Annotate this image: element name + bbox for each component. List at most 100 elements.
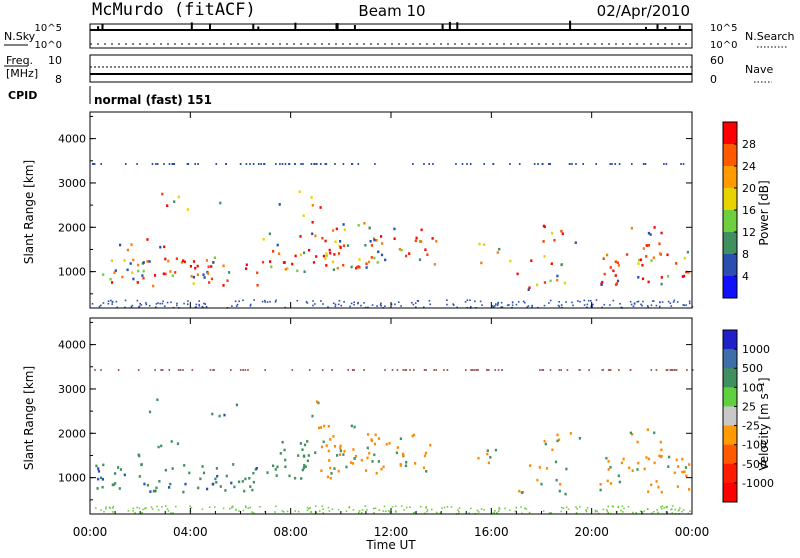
range-cell (313, 163, 315, 165)
range-cell (123, 259, 126, 262)
range-cell (618, 163, 621, 165)
range-cell (175, 505, 177, 508)
range-cell (337, 252, 341, 255)
range-cell (364, 505, 366, 507)
range-cell (231, 305, 233, 307)
range-cell (166, 301, 169, 304)
range-cell (689, 510, 691, 512)
range-cell (351, 462, 355, 465)
range-cell (544, 442, 547, 446)
range-cell (508, 304, 510, 306)
range-cell (138, 454, 141, 458)
range-cell (582, 163, 584, 165)
range-cell (183, 302, 185, 305)
range-cell (164, 272, 167, 276)
range-cell (575, 506, 577, 508)
range-cell (412, 512, 415, 514)
range-cell (516, 272, 519, 276)
range-cell (494, 510, 496, 512)
range-cell (423, 369, 426, 371)
range-cell (284, 268, 287, 271)
range-cell (203, 302, 205, 305)
range-cell (343, 450, 346, 453)
range-cell (303, 463, 306, 467)
nsearch-label: N.Search (745, 30, 795, 43)
range-cell (95, 464, 98, 468)
range-cell (511, 301, 514, 303)
range-cell (683, 304, 686, 307)
range-cell (677, 510, 680, 512)
colorbar-swatch (723, 188, 737, 211)
range-cell (612, 299, 615, 302)
range-cell (620, 461, 623, 465)
range-cell (435, 369, 437, 371)
range-cell (272, 464, 275, 468)
range-cell (198, 303, 200, 306)
range-cell (480, 261, 483, 265)
range-cell (357, 224, 360, 227)
range-cell (156, 398, 159, 401)
range-cell (286, 267, 289, 270)
range-cell (501, 369, 503, 371)
range-cell (558, 305, 561, 308)
range-cell (101, 485, 104, 489)
range-cell (635, 511, 637, 514)
range-cell (333, 445, 337, 448)
range-cell (446, 299, 448, 301)
range-cell (158, 480, 161, 483)
range-cell (275, 299, 277, 302)
range-cell (130, 306, 133, 308)
range-cell (486, 452, 489, 456)
y-tick-label: 2000 (58, 427, 86, 440)
range-cell (590, 300, 592, 302)
range-cell (607, 369, 610, 371)
range-cell (571, 301, 573, 304)
range-cell (381, 242, 384, 245)
range-cell (487, 369, 490, 371)
range-cell (414, 511, 416, 514)
range-cell (637, 300, 640, 303)
range-cell (686, 250, 689, 254)
date-title: 02/Apr/2010 (597, 2, 690, 20)
range-cell (641, 277, 645, 281)
range-cell (342, 244, 346, 247)
range-cell (315, 255, 318, 258)
range-cell (588, 369, 590, 371)
range-cell (142, 261, 145, 264)
range-cell (375, 471, 378, 475)
range-cell (105, 508, 107, 510)
range-cell (658, 242, 661, 246)
range-cell (382, 510, 385, 512)
range-cell (435, 240, 438, 243)
range-cell (168, 369, 171, 371)
range-cell (425, 506, 427, 508)
range-cell (205, 305, 208, 308)
range-cell (308, 507, 310, 510)
range-cell (213, 256, 216, 259)
range-cell (666, 369, 669, 371)
range-cell (238, 300, 240, 303)
range-cell (639, 510, 642, 512)
colorbar-swatch (723, 444, 737, 465)
range-cell (314, 234, 317, 238)
range-cell (373, 238, 376, 242)
colorbar-tick-label: 24 (742, 160, 756, 173)
range-cell (157, 509, 160, 511)
range-cell (543, 439, 546, 443)
range-cell (324, 163, 327, 165)
range-cell (367, 306, 369, 309)
range-cell (310, 163, 313, 165)
range-cell (622, 511, 624, 513)
range-cell (312, 261, 316, 264)
range-cell (617, 474, 620, 478)
range-cell (370, 438, 373, 441)
range-cell (325, 444, 328, 447)
range-cell (282, 261, 285, 264)
range-cell (202, 273, 205, 276)
range-cell (148, 304, 151, 307)
range-cell (551, 231, 554, 235)
range-cell (310, 511, 312, 513)
range-cell (222, 284, 225, 287)
range-cell (395, 451, 398, 455)
